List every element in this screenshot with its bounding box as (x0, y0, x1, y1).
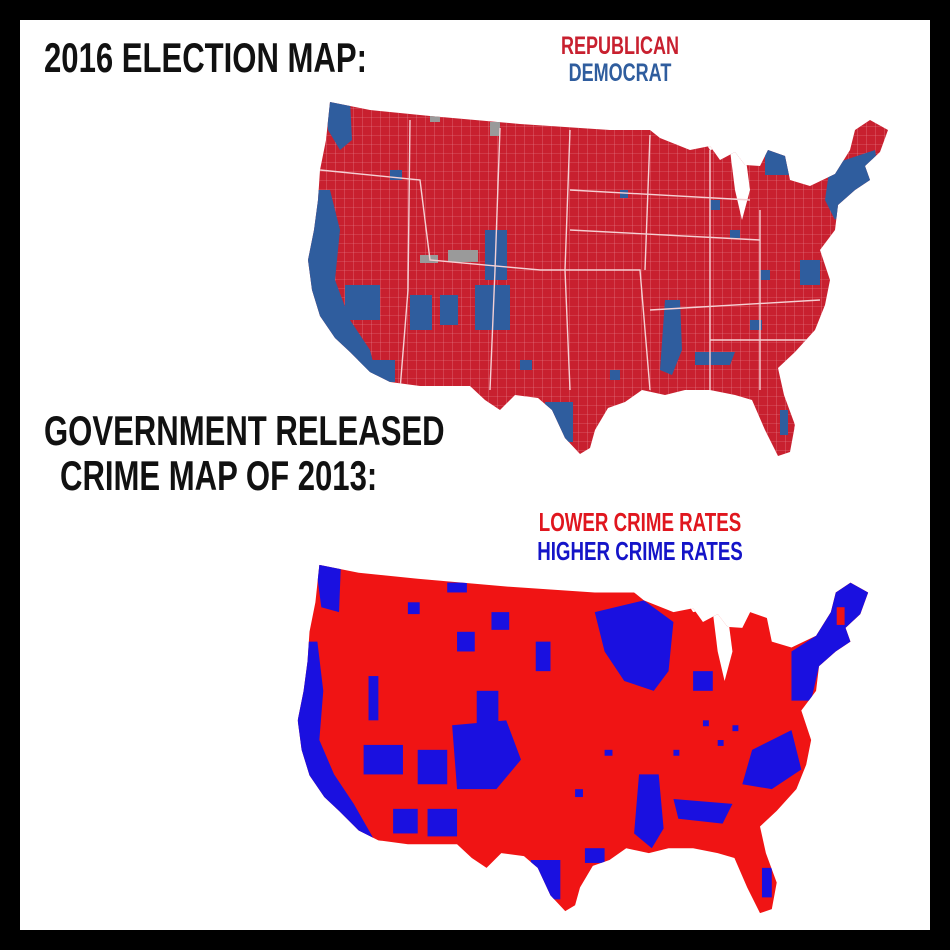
meme-panel: 2016 ELECTION MAP: REPUBLICAN DEMOCRAT (20, 20, 930, 930)
legend-democrat: DEMOCRAT (568, 59, 672, 87)
election-legend: REPUBLICAN DEMOCRAT (541, 33, 699, 87)
crime-map-title-line2: CRIME MAP OF 2013: (60, 452, 378, 499)
crime-map-title-line1: GOVERNMENT RELEASED (44, 407, 445, 454)
legend-lower-crime: LOWER CRIME RATES (538, 507, 742, 537)
legend-republican: REPUBLICAN (560, 32, 680, 60)
legend-higher-crime: HIGHER CRIME RATES (537, 536, 743, 566)
election-map-title: 2016 ELECTION MAP: (44, 34, 367, 81)
crime-county-map (297, 564, 869, 914)
crime-legend: LOWER CRIME RATES HIGHER CRIME RATES (532, 508, 748, 566)
election-county-map (308, 102, 888, 456)
